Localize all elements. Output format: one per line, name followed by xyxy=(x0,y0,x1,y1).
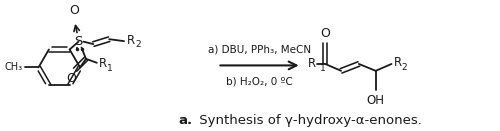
Text: S: S xyxy=(74,35,82,48)
Text: 1: 1 xyxy=(320,64,326,73)
Text: R: R xyxy=(394,56,402,69)
Text: O: O xyxy=(320,27,330,40)
Text: a) DBU, PPh₃, MeCN: a) DBU, PPh₃, MeCN xyxy=(208,45,311,55)
Text: 1: 1 xyxy=(106,64,112,73)
Text: OH: OH xyxy=(366,94,384,107)
Text: R: R xyxy=(308,58,316,70)
Text: O: O xyxy=(70,4,80,17)
Text: a.: a. xyxy=(178,114,193,127)
Text: O: O xyxy=(66,72,76,85)
Text: Synthesis of γ-hydroxy-α-enones.: Synthesis of γ-hydroxy-α-enones. xyxy=(195,114,422,127)
Text: •: • xyxy=(74,46,78,52)
Text: 2: 2 xyxy=(402,63,407,72)
Text: 2: 2 xyxy=(135,40,140,49)
Text: b) H₂O₂, 0 ºC: b) H₂O₂, 0 ºC xyxy=(226,76,293,86)
Text: R: R xyxy=(99,57,107,70)
Text: CH₃: CH₃ xyxy=(4,62,22,72)
Text: R: R xyxy=(127,34,135,47)
